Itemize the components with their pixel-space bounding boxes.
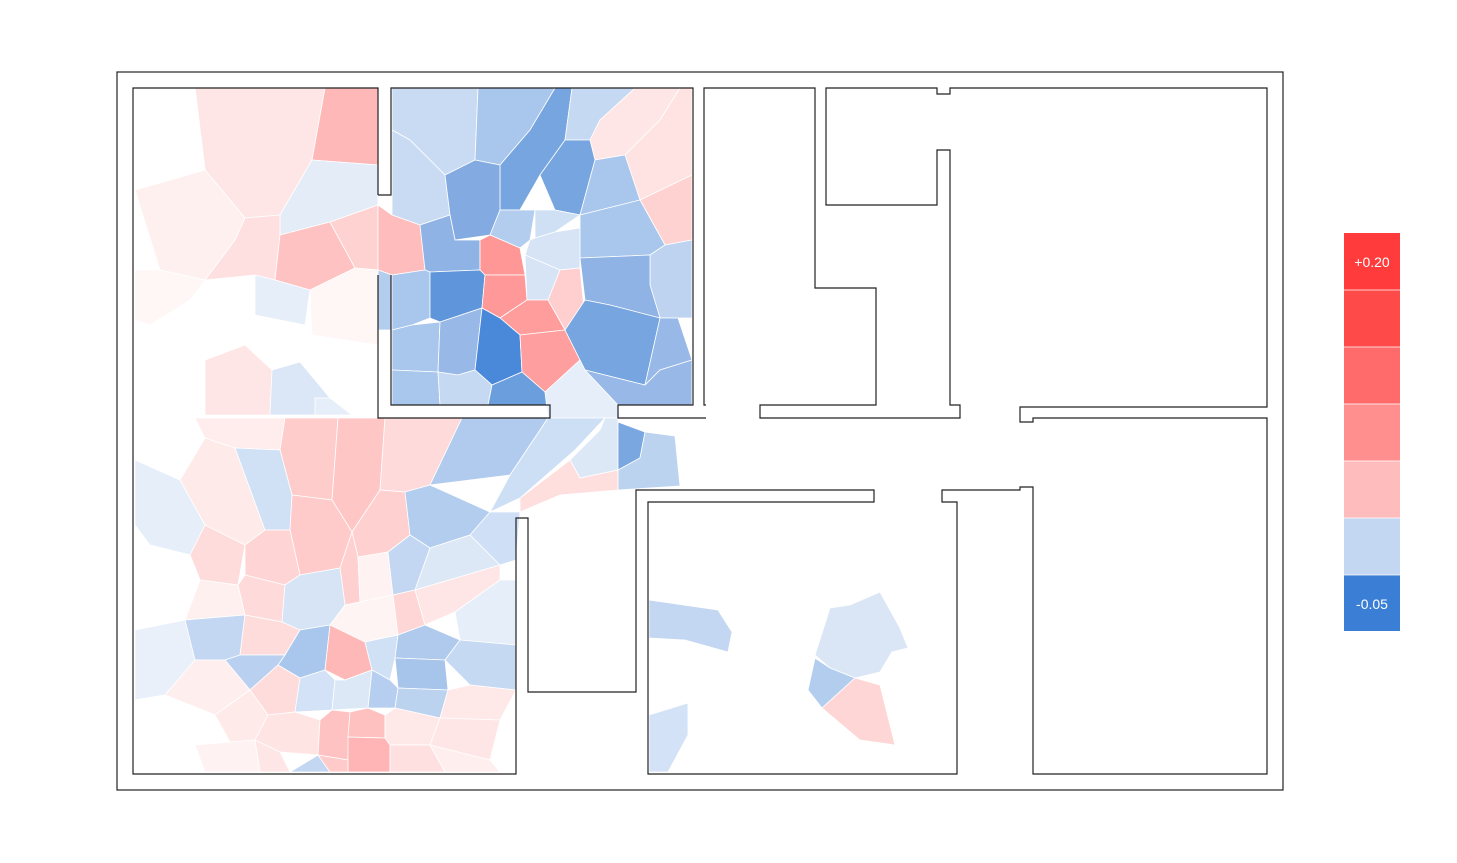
legend-swatch [1344,404,1400,461]
heat-cell [357,551,394,603]
heat-cell [534,209,582,239]
heat-cell [254,274,311,326]
heat-cell [184,614,246,661]
heat-cell [394,657,449,691]
heat-cell [519,459,619,513]
heat-cell [821,677,896,746]
heat-cell [439,684,517,721]
legend-swatch [1344,347,1400,404]
heat-cell [391,269,431,331]
wall-segment [132,87,1268,775]
heat-cell [317,754,349,773]
legend-swatch [1344,233,1400,290]
heat-cell [317,709,351,761]
heatmap-region-bottom-left [134,417,681,773]
heat-cell [364,634,399,681]
heat-cell [469,511,521,566]
heatmap-region-bottom-room [648,591,909,773]
heat-cell [444,639,517,691]
heat-cell [367,669,399,709]
legend-min-label: -0.05 [1356,596,1388,612]
floor-plan-walls [116,71,1284,791]
heat-cell [391,369,441,406]
heat-cell [194,739,261,773]
heat-cell [648,599,733,653]
heat-cell [444,159,501,241]
heat-cell [314,397,354,416]
heat-cell [204,344,273,416]
heatmap-region-top-left [134,87,379,346]
wall-segment [378,87,706,419]
heat-cell [391,321,441,373]
heat-cell [134,269,206,326]
outer-boundary [116,71,1284,791]
heat-cell [134,694,216,751]
legend-swatch [1344,575,1400,631]
heat-cell [489,209,536,249]
heatmap-region-top-room [377,87,693,419]
wall-segment [377,275,551,419]
legend-swatch [1344,518,1400,575]
heat-cell [814,591,909,679]
heat-cell [429,744,501,773]
heatmap-region-mid-left [204,344,354,416]
heat-cell [648,702,689,773]
color-legend: +0.20 -0.05 [1344,233,1400,631]
legend-swatch [1344,290,1400,347]
heat-cell [347,736,391,773]
legend-swatch [1344,461,1400,518]
legend-max-label: +0.20 [1354,254,1390,270]
heat-cell [347,707,386,739]
heat-cell [377,269,393,331]
